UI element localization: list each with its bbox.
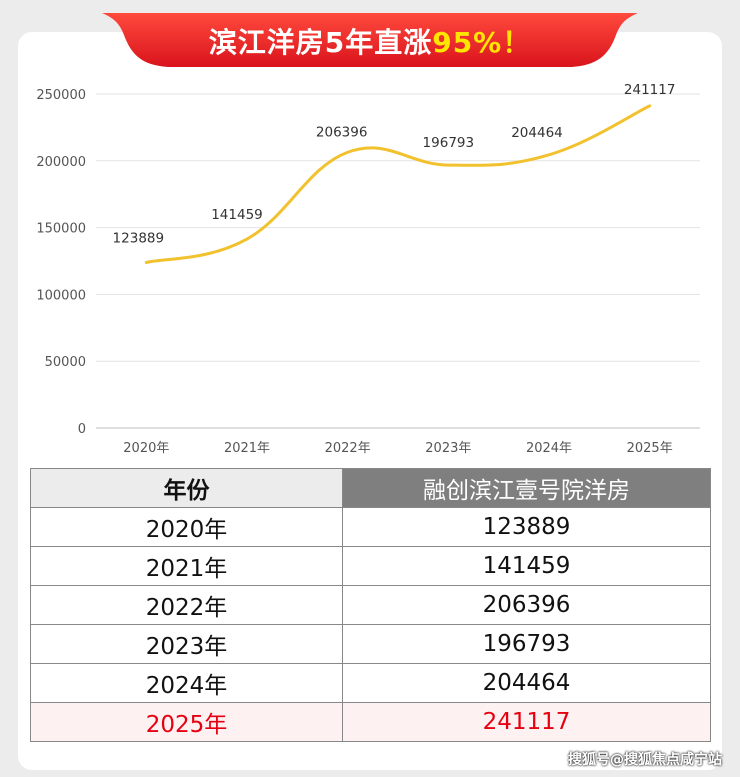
x-tick-label: 2024年	[526, 441, 572, 456]
data-label: 123889	[113, 230, 165, 246]
data-label: 206396	[316, 124, 368, 140]
price-cell: 141459	[342, 546, 711, 586]
year-cell: 2025年	[30, 702, 343, 742]
title-banner	[102, 13, 638, 67]
data-label: 241117	[624, 82, 676, 98]
year-cell: 2023年	[30, 624, 343, 664]
table-row: 2023年 196793	[30, 624, 711, 664]
x-tick-label: 2022年	[325, 441, 371, 456]
x-tick-label: 2021年	[224, 441, 270, 456]
column-header-price: 融创滨江壹号院洋房	[342, 468, 711, 508]
table-row-highlight: 2025年 241117	[30, 702, 711, 742]
price-cell: 206396	[342, 585, 711, 625]
data-label: 196793	[423, 135, 475, 151]
table-row: 2022年 206396	[30, 585, 711, 625]
x-tick-label: 2020年	[123, 441, 169, 456]
price-cell: 123889	[342, 507, 711, 547]
price-cell: 196793	[342, 624, 711, 664]
y-tick-label: 50000	[45, 355, 86, 370]
table-row: 2020年 123889	[30, 507, 711, 547]
price-cell: 204464	[342, 663, 711, 703]
line-chart: 0 50000 100000 150000 200000 250000 2020年 2021年…	[36, 82, 700, 456]
table-row: 2021年 141459	[30, 546, 711, 586]
y-tick-label: 250000	[36, 88, 86, 103]
data-label: 204464	[511, 125, 563, 141]
page-title: 滨江洋房5年直涨 95%！	[102, 13, 638, 69]
y-tick-label: 100000	[36, 288, 86, 303]
y-tick-label: 200000	[36, 155, 86, 170]
table-header-row: 年份 融创滨江壹号院洋房	[30, 468, 711, 508]
x-tick-label: 2023年	[425, 441, 471, 456]
price-table: 年份 融创滨江壹号院洋房 2020年 123889 2021年 141459 202…	[30, 468, 711, 742]
table-row: 2024年 204464	[30, 663, 711, 703]
y-tick-label: 150000	[36, 222, 86, 237]
price-cell: 241117	[342, 702, 711, 742]
year-cell: 2024年	[30, 663, 343, 703]
y-tick-label: 0	[78, 422, 86, 437]
year-cell: 2021年	[30, 546, 343, 586]
year-cell: 2022年	[30, 585, 343, 625]
column-header-year: 年份	[30, 468, 343, 508]
year-cell: 2020年	[30, 507, 343, 547]
watermark: 搜狐号@搜狐焦点咸宁站	[568, 752, 722, 768]
data-label: 141459	[211, 207, 263, 223]
x-tick-label: 2025年	[627, 441, 673, 456]
title-main: 滨江洋房5年直涨	[208, 26, 433, 59]
title-highlight: 95%！	[432, 26, 532, 59]
series-line	[144, 104, 652, 264]
